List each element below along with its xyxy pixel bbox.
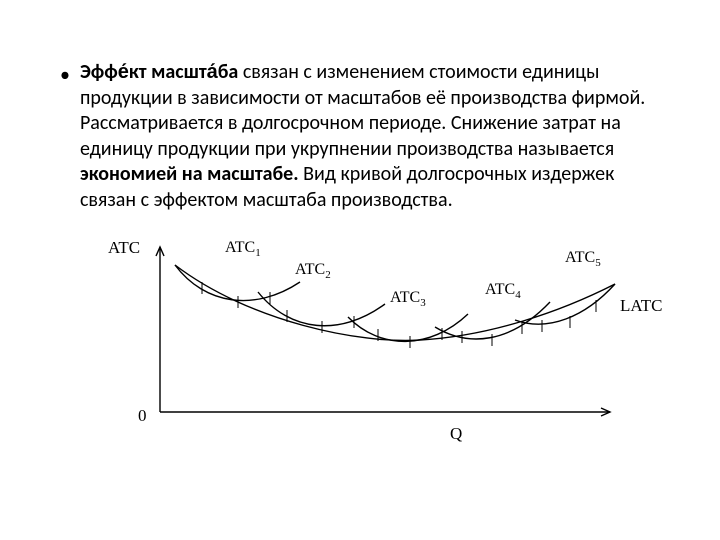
y-axis-label: ATC bbox=[108, 238, 140, 258]
chart-svg: ATC1 ATC2 ATC3 ATC4 ATC5 bbox=[90, 232, 650, 452]
bullet-item: • Эффе́кт масшта́ба связан с изменением … bbox=[60, 60, 660, 214]
svg-text:ATC5: ATC5 bbox=[565, 249, 601, 269]
svg-text:ATC4: ATC4 bbox=[485, 281, 521, 301]
term-bold-2: экономией на масштабе. bbox=[80, 162, 299, 186]
chart: ATC 0 Q LATC ATC1ATC2ATC3ATC4ATC5 bbox=[90, 232, 650, 452]
bullet-marker: • bbox=[60, 60, 80, 88]
svg-text:ATC3: ATC3 bbox=[390, 289, 426, 309]
term-bold: Эффе́кт масшта́ба bbox=[80, 60, 238, 84]
latc-label: LATC bbox=[620, 296, 663, 316]
slide: • Эффе́кт масшта́ба связан с изменением … bbox=[0, 0, 720, 540]
svg-text:ATC1: ATC1 bbox=[225, 239, 261, 259]
origin-label: 0 bbox=[138, 406, 147, 426]
x-axis-label: Q bbox=[450, 424, 462, 444]
svg-text:ATC2: ATC2 bbox=[295, 261, 331, 281]
paragraph: Эффе́кт масшта́ба связан с изменением ст… bbox=[80, 60, 660, 214]
